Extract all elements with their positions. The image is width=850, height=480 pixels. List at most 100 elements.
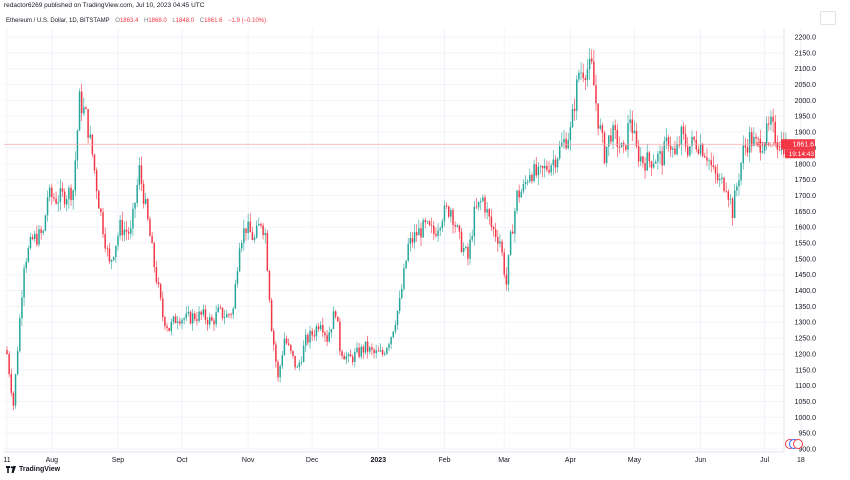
candle-body xyxy=(497,237,499,244)
candle-body xyxy=(307,334,309,343)
candle-body xyxy=(68,187,70,200)
events-icon[interactable] xyxy=(785,439,803,449)
candle-body xyxy=(351,356,354,362)
candle-body xyxy=(123,229,126,236)
candle-body xyxy=(260,223,262,226)
candle-body xyxy=(729,198,732,200)
candle-body xyxy=(183,318,185,320)
candle-body xyxy=(313,335,316,337)
candle-body xyxy=(672,148,674,150)
candle-body xyxy=(684,133,687,147)
candle-body xyxy=(706,157,708,161)
candle-body xyxy=(576,79,578,111)
candle-body xyxy=(407,243,409,261)
candle-body xyxy=(305,334,307,346)
chart-options-box[interactable] xyxy=(820,11,836,25)
candle-body xyxy=(95,170,98,192)
candle-body xyxy=(362,346,365,353)
candle-body xyxy=(164,317,166,327)
candle-body xyxy=(565,138,567,149)
candle-body xyxy=(676,144,678,155)
y-tick-label: 1300.0 xyxy=(795,320,817,327)
candle-body xyxy=(625,145,627,150)
candle-body xyxy=(59,188,62,203)
candle-body xyxy=(757,138,759,140)
x-tick-label: Apr xyxy=(565,457,577,464)
candle-body xyxy=(125,229,128,232)
candle-body xyxy=(667,137,670,146)
candle-body xyxy=(347,354,350,357)
y-tick-label: 1250.0 xyxy=(795,336,817,343)
candle-body xyxy=(112,257,115,260)
candle-body xyxy=(319,325,322,330)
candle-body xyxy=(736,186,738,191)
candle-body xyxy=(586,69,589,80)
candle-body xyxy=(452,210,454,226)
candle-body xyxy=(234,283,237,309)
candle-body xyxy=(142,183,145,204)
candle-body xyxy=(172,316,175,322)
candle-body xyxy=(176,321,179,324)
candle-body xyxy=(349,354,352,357)
legend-low-key: L xyxy=(172,18,176,24)
candle-body xyxy=(191,313,194,324)
candle-body xyxy=(661,151,663,166)
y-tick-label: 1800.0 xyxy=(795,161,817,168)
candle-body xyxy=(217,307,220,313)
candle-body xyxy=(315,326,318,337)
candle-body xyxy=(605,146,608,163)
candle-body xyxy=(29,237,32,249)
candle-body xyxy=(524,181,527,185)
candle-body xyxy=(627,123,629,150)
candle-body xyxy=(646,152,648,171)
candle-body xyxy=(298,362,301,367)
candle-body xyxy=(652,163,655,168)
candle-body xyxy=(422,220,424,238)
candle-body xyxy=(219,307,222,309)
candle-body xyxy=(593,61,595,86)
candle-body xyxy=(185,313,188,319)
candle-body xyxy=(746,147,749,153)
candle-body xyxy=(537,166,540,176)
candle-body xyxy=(147,199,149,220)
candle-body xyxy=(230,314,232,316)
candle-body xyxy=(213,320,215,325)
candle-body xyxy=(236,271,239,284)
candle-body xyxy=(693,136,695,140)
candle-body xyxy=(121,219,123,236)
current-price-tag xyxy=(785,139,815,150)
candle-body xyxy=(281,355,284,366)
candle-body xyxy=(309,330,311,343)
candle-body xyxy=(612,125,614,142)
y-tick-label: 2100.0 xyxy=(795,66,817,73)
candle-body xyxy=(38,229,40,245)
candle-body xyxy=(204,309,207,320)
candle-body xyxy=(322,325,324,333)
candle-body xyxy=(394,324,397,332)
candle-body xyxy=(388,344,390,348)
candle-body xyxy=(413,232,416,243)
candle-body xyxy=(390,337,392,345)
candle-body xyxy=(341,351,343,356)
candle-body xyxy=(187,311,190,314)
candle-body xyxy=(629,119,631,124)
current-price-value: 1861.6 xyxy=(793,142,815,149)
y-tick-label: 1900.0 xyxy=(795,130,817,137)
candle-body xyxy=(682,126,685,134)
candle-body xyxy=(168,327,170,331)
x-tick-label: Aug xyxy=(46,457,59,464)
candle-body xyxy=(87,109,89,138)
candle-body xyxy=(55,198,57,204)
candle-body xyxy=(51,187,53,198)
candle-body xyxy=(725,190,727,192)
candle-body xyxy=(654,161,657,164)
candle-body xyxy=(640,156,642,162)
candle-body xyxy=(23,268,25,298)
candle-body xyxy=(200,311,202,315)
candle-body xyxy=(535,164,537,176)
candle-body xyxy=(396,310,399,325)
candle-body xyxy=(563,138,565,143)
y-tick-label: 900.0 xyxy=(798,447,816,454)
candle-body xyxy=(57,202,59,204)
candle-body xyxy=(170,321,173,331)
